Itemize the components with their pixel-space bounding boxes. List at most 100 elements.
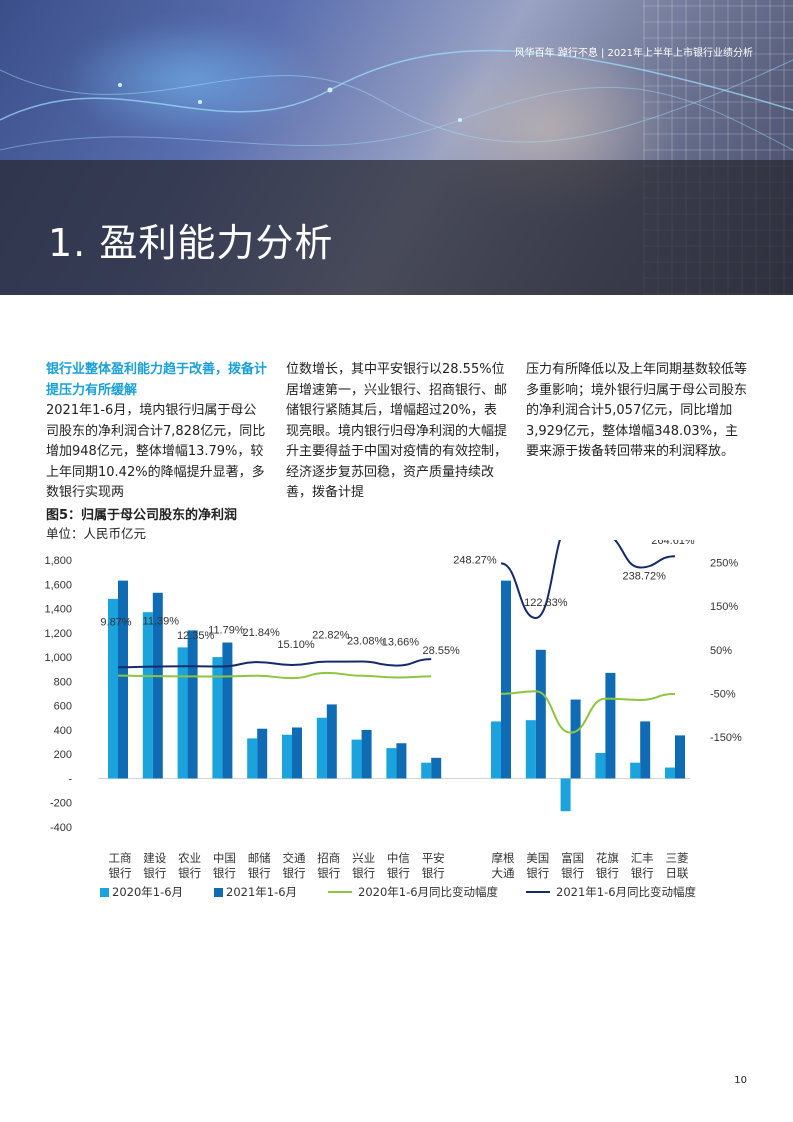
bar-2020-1	[108, 598, 118, 779]
category-label-line2: 银行	[631, 866, 654, 880]
y-right-tick-label: -150%	[710, 732, 742, 744]
category-label-line2: 大通	[492, 866, 515, 880]
category-label-line2: 银行	[248, 866, 271, 880]
bar-2021-7	[326, 704, 337, 779]
net-profit-chart: 1,800 1,600 1,400 1,200 1,000 800 600 400 200 - -2…	[44, 540, 742, 899]
y-left-tick-label: 1,200	[44, 628, 72, 640]
category-label-line2: 银行	[283, 866, 306, 880]
category-label-line1: 汇丰	[631, 851, 654, 865]
figure-unit: 单位：人民币亿元	[46, 526, 147, 541]
category-label-line2: 银行	[143, 866, 166, 880]
category-label-line2: 银行	[526, 866, 549, 880]
bar-2020-13	[560, 778, 571, 812]
category-label-line1: 农业	[178, 851, 201, 865]
data-label-5: 21.84%	[243, 627, 281, 639]
y-right-tick-label: 250%	[710, 558, 738, 570]
category-label-line2: 银行	[352, 866, 375, 880]
line-2021-yoy-domestic	[117, 658, 432, 669]
data-label-6: 15.10%	[277, 639, 315, 651]
data-label-11: 248.27%	[453, 554, 497, 566]
y-left-tick-label: 1,400	[44, 604, 72, 616]
bar-2021-5	[257, 728, 268, 779]
category-label-line1: 兴业	[352, 851, 375, 865]
legend-swatch-2021	[214, 888, 223, 897]
bar-2021-16	[675, 735, 685, 779]
y-right-tick-label: 50%	[710, 645, 732, 657]
text-column-2: 位数增长，其中平安银行以28.55%位居增速第一，兴业银行、招商银行、邮储银行紧…	[286, 362, 508, 500]
y-left-tick-label: 800	[54, 676, 72, 688]
bar-2020-9	[386, 748, 397, 779]
category-label-line2: 银行	[561, 866, 584, 880]
bar-2020-16	[665, 767, 675, 779]
paragraph-1: 2021年1-6月，境内银行归属于母公司股东的净利润合计7,828亿元，同比增加…	[46, 403, 266, 500]
line-2020-yoy-overseas	[500, 690, 676, 734]
legend-label-2020: 2020年1-6月	[112, 885, 183, 899]
hero-title-band	[0, 160, 793, 295]
y-right-tick-label: -50%	[710, 688, 736, 700]
figure-title: 图5：归属于母公司股东的净利润	[46, 508, 238, 523]
bar-2021-13	[570, 699, 581, 779]
data-label-16: 264.61%	[651, 540, 695, 547]
bar-2021-2	[152, 592, 163, 779]
category-label-line1: 平安	[422, 851, 445, 865]
hero-network-lines	[0, 49, 793, 151]
category-label-line1: 三菱	[666, 851, 689, 865]
y-left-tick-label: 1,600	[44, 579, 72, 591]
page-number: 10	[734, 1075, 747, 1086]
legend-label-2021-yoy: 2021年1-6月同比变动幅度	[556, 885, 697, 899]
category-label-line1: 建设	[143, 851, 166, 865]
y-left-tick-label: 600	[54, 701, 72, 713]
running-header: 风华百年 踔行不息 | 2021年上半年上市银行业绩分析	[514, 48, 753, 59]
text-column-1: 银行业整体盈利能力趋于改善，拨备计提压力有所缓解 2021年1-6月，境内银行归…	[46, 360, 268, 504]
category-label-line2: 银行	[422, 866, 445, 880]
legend-label-2020-yoy: 2020年1-6月同比变动幅度	[358, 885, 499, 899]
bar-2021-3	[187, 630, 198, 779]
data-label-7: 22.82%	[312, 630, 350, 642]
bar-2021-9	[396, 743, 407, 779]
category-label-line2: 银行	[387, 866, 410, 880]
category-label-line2: 银行	[213, 866, 236, 880]
bar-2020-2	[142, 612, 153, 779]
category-label-line2: 银行	[317, 866, 340, 880]
category-label-line2: 银行	[596, 866, 619, 880]
bar-2020-15	[630, 762, 641, 779]
bar-2020-11	[491, 721, 501, 779]
bar-2020-6	[282, 734, 292, 779]
legend-swatch-2020	[100, 888, 109, 897]
category-label-line1: 邮储	[248, 851, 271, 865]
bar-2021-11	[501, 580, 511, 779]
category-label-line1: 美国	[526, 851, 549, 865]
data-label-4: 11.79%	[208, 624, 245, 636]
data-label-9: 13.66%	[382, 637, 420, 649]
y-left-tick-label: 1,000	[44, 652, 72, 664]
category-label-line1: 花旗	[596, 851, 619, 865]
category-label-line2: 日联	[666, 866, 689, 880]
y-left-tick-label: -400	[50, 822, 72, 834]
category-label-line2: 银行	[178, 866, 201, 880]
bar-2021-14	[605, 672, 616, 779]
data-label-8: 23.08%	[347, 636, 385, 648]
text-column-3: 压力有所降低以及上年同期基数较低等多重影响；境外银行归属于母公司股东的净利润合计…	[526, 362, 748, 459]
category-label-line2: 银行	[109, 866, 132, 880]
bar-2021-4	[222, 642, 233, 779]
bar-2020-7	[316, 717, 327, 779]
bar-2020-10	[421, 762, 432, 779]
category-label-line1: 富国	[561, 851, 584, 865]
bar-2020-12	[525, 720, 536, 779]
section-title: 1. 盈利能力分析	[48, 221, 334, 265]
data-label-2: 11.39%	[143, 616, 180, 628]
y-left-tick-label: 200	[54, 749, 72, 761]
bar-2020-3	[177, 647, 188, 779]
bar-2021-6	[292, 727, 302, 779]
bar-2021-1	[118, 580, 128, 779]
data-label-1: 9.87%	[100, 616, 131, 628]
bar-2021-8	[361, 729, 372, 779]
data-label-3: 12.35%	[177, 630, 215, 642]
data-label-12: 122.83%	[524, 597, 568, 609]
data-label-15: 238.72%	[622, 571, 666, 583]
hero-glow-left	[60, 20, 320, 140]
data-label-10: 28.55%	[423, 645, 461, 657]
y-right-tick-label: 150%	[710, 601, 738, 613]
y-left-tick-label: 1,800	[44, 555, 72, 567]
legend-label-2021: 2021年1-6月	[226, 885, 297, 899]
